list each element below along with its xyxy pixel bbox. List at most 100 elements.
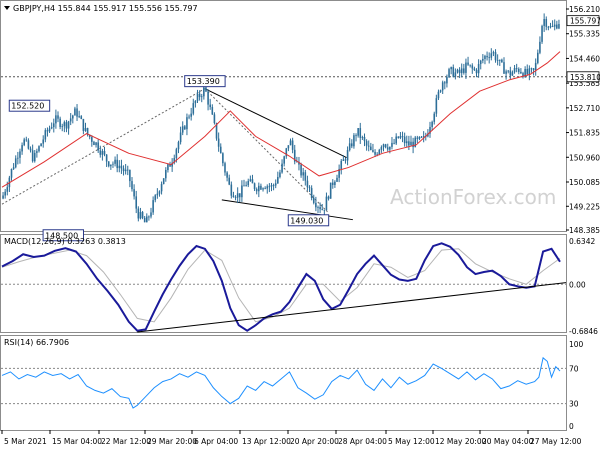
- candle-body: [515, 68, 518, 69]
- candle-body: [509, 70, 512, 76]
- candle-body: [321, 209, 324, 210]
- candle-body: [401, 136, 404, 137]
- x-tick-label: 27 May 12:00: [530, 437, 582, 446]
- candle-body: [196, 93, 199, 101]
- candle-body: [336, 177, 338, 182]
- candle-body: [33, 152, 36, 162]
- candle-body: [429, 126, 431, 134]
- candle-body: [524, 68, 526, 77]
- candle-body: [236, 193, 239, 198]
- candle-body: [175, 149, 178, 158]
- candle-body: [145, 216, 148, 223]
- candle-body: [213, 114, 216, 124]
- level-price-label-box: [566, 71, 600, 83]
- candle-body: [488, 57, 490, 59]
- candle-body: [327, 196, 330, 199]
- candle-body: [162, 178, 165, 185]
- candle-body: [399, 136, 402, 138]
- price-tick-label: 148.385: [569, 226, 600, 235]
- price-candles: [2, 13, 560, 223]
- candle-body: [74, 108, 76, 116]
- level-price-label: 153.810: [570, 73, 600, 82]
- candle-body: [285, 148, 288, 157]
- candle-body: [272, 185, 275, 186]
- candle-body: [416, 137, 419, 139]
- candle-body: [363, 136, 366, 142]
- candle-body: [374, 151, 376, 155]
- x-tick-label: 5 Mar 2021: [4, 437, 47, 446]
- candle-body: [150, 212, 152, 217]
- candle-body: [293, 149, 296, 162]
- candle-body: [490, 53, 493, 58]
- x-tick-label: 5 May 12:00: [388, 437, 435, 446]
- x-tick-label: 28 Apr 04:00: [338, 437, 387, 446]
- x-tick-label: 20 Apr 20:00: [290, 437, 339, 446]
- candle-body: [97, 142, 99, 151]
- annotation-label: 152.520: [11, 102, 44, 111]
- candle-body: [46, 130, 49, 132]
- candle-body: [494, 52, 497, 61]
- candle-body: [539, 41, 541, 53]
- candle-body: [36, 151, 38, 153]
- candle-body: [291, 140, 294, 150]
- candle-body: [141, 212, 144, 218]
- candle-body: [331, 182, 334, 185]
- macd-tick-label: 0.00: [569, 280, 586, 289]
- candle-body: [251, 179, 254, 184]
- candle-body: [203, 87, 205, 97]
- candle-body: [410, 141, 412, 146]
- rsi-axis-labels: 100 70 30 0: [569, 340, 584, 431]
- candle-body: [21, 145, 23, 152]
- candle-body: [553, 24, 556, 27]
- candle-body: [234, 197, 237, 198]
- price-tick-label: 154.460: [569, 54, 600, 63]
- candle-body: [475, 70, 478, 74]
- candle-body: [99, 150, 102, 155]
- symbol-label: GBPJPY,H4: [13, 4, 55, 13]
- candle-body: [95, 142, 97, 146]
- candle-body: [395, 136, 397, 144]
- candle-body: [543, 19, 545, 26]
- price-tick-label: 152.710: [569, 104, 600, 113]
- candle-body: [122, 168, 125, 172]
- candle-body: [312, 197, 315, 203]
- candle-body: [420, 136, 423, 138]
- candle-body: [27, 140, 30, 149]
- candle-body: [361, 136, 364, 138]
- candle-body: [507, 70, 510, 72]
- candle-body: [378, 149, 381, 155]
- candle-body: [107, 161, 110, 167]
- candle-body: [156, 193, 159, 196]
- candle-body: [69, 118, 72, 122]
- moving-average-line: [1, 51, 561, 188]
- candle-body: [277, 177, 279, 184]
- candle-body: [310, 188, 313, 198]
- candle-body: [444, 82, 446, 84]
- candle-body: [40, 143, 42, 147]
- candle-body: [334, 181, 336, 185]
- candle-body: [42, 139, 45, 144]
- candle-body: [181, 126, 184, 133]
- candle-body: [501, 59, 503, 63]
- candle-body: [55, 115, 57, 124]
- candle-body: [230, 184, 233, 196]
- candle-body: [477, 64, 480, 74]
- candle-body: [376, 154, 378, 156]
- candle-body: [289, 140, 292, 146]
- ohlc-open: 155.844: [58, 4, 91, 13]
- current-price-label: 155.797: [570, 17, 600, 26]
- candle-body: [484, 55, 486, 60]
- candle-body: [496, 60, 499, 61]
- candle-body: [131, 181, 133, 190]
- ohlc-low: 155.556: [129, 4, 162, 13]
- candle-body: [260, 185, 262, 190]
- candle-body: [103, 150, 106, 155]
- candle-body: [158, 191, 161, 194]
- candle-body: [167, 164, 169, 170]
- candle-body: [207, 91, 209, 105]
- candle-body: [253, 183, 256, 190]
- watermark: ActionForex.com: [390, 185, 556, 209]
- candle-body: [258, 185, 260, 192]
- candle-body: [129, 169, 131, 182]
